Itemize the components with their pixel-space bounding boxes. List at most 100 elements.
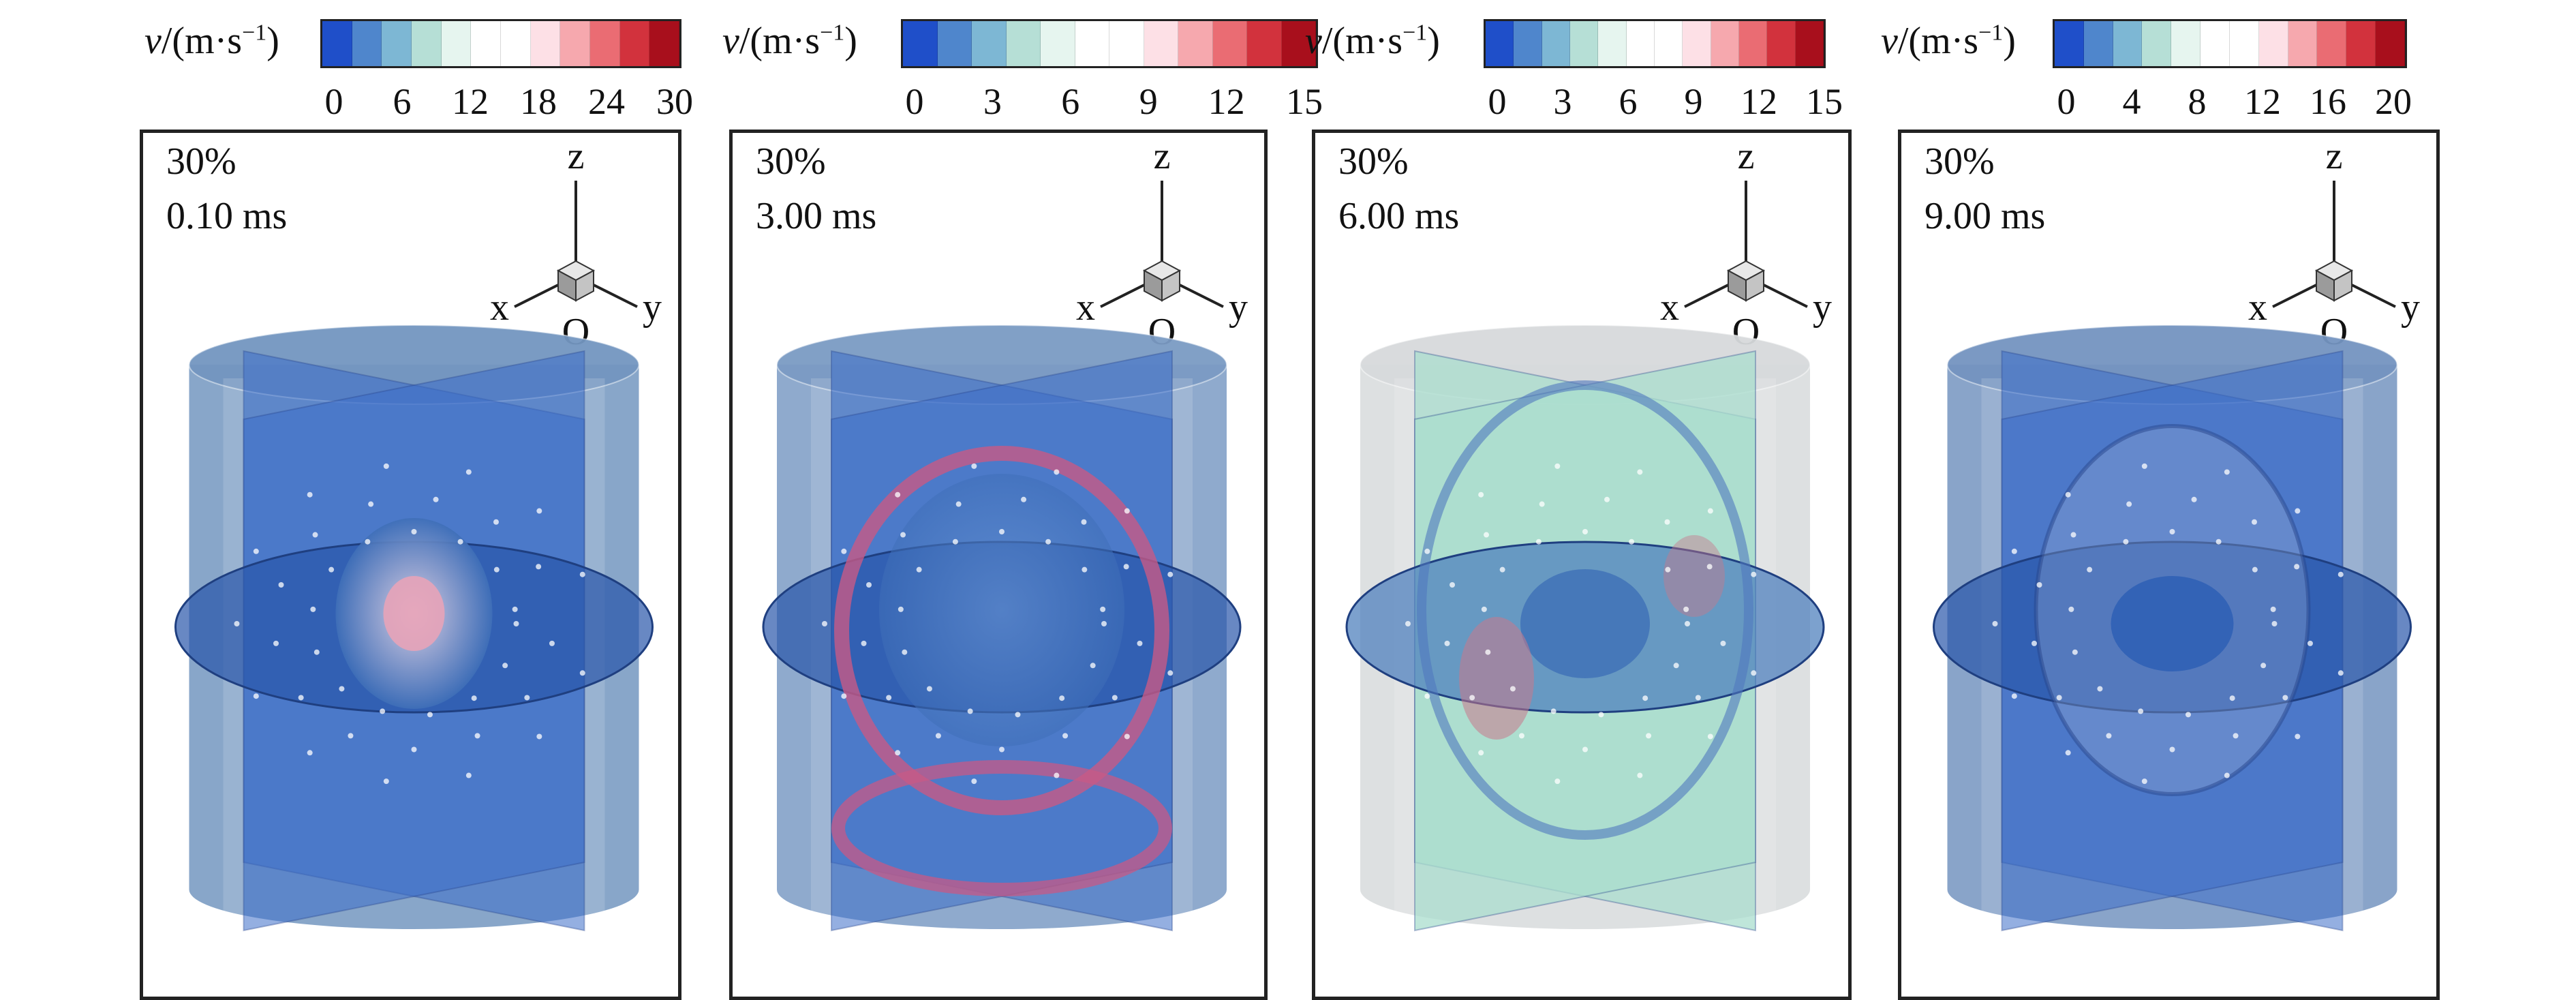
velocity-vector bbox=[1082, 566, 1088, 573]
velocity-vector bbox=[2126, 501, 2132, 507]
velocity-vector bbox=[310, 606, 316, 612]
velocity-vector bbox=[307, 491, 313, 498]
colorbar-segment bbox=[1109, 21, 1144, 66]
velocity-vector bbox=[861, 640, 867, 646]
velocity-vector bbox=[2011, 693, 2017, 699]
velocity-vector bbox=[926, 686, 932, 692]
colorbar-tick-label: 12 bbox=[452, 81, 489, 122]
velocity-hotspot bbox=[1663, 535, 1725, 617]
colorbar-segment bbox=[1738, 21, 1768, 66]
velocity-hotspot bbox=[1459, 617, 1534, 740]
colorbar-segment bbox=[1041, 21, 1075, 66]
velocity-vector bbox=[1424, 548, 1430, 554]
colorbar bbox=[901, 19, 1318, 68]
velocity-vector bbox=[2337, 571, 2344, 577]
velocity-vector bbox=[1554, 463, 1561, 469]
velocity-vector bbox=[2056, 695, 2062, 701]
colorbar bbox=[2053, 19, 2407, 68]
colorbar-segment bbox=[619, 21, 650, 66]
colorbar-segment bbox=[560, 21, 591, 66]
velocity-vector bbox=[1629, 539, 1635, 545]
velocity-vector bbox=[2215, 539, 2222, 545]
velocity-vector bbox=[866, 581, 872, 588]
y-axis-line bbox=[1175, 282, 1224, 308]
colorbar-segment bbox=[322, 21, 352, 66]
velocity-vector bbox=[1054, 469, 1060, 475]
velocity-vector bbox=[465, 469, 472, 475]
velocity-vector bbox=[1665, 566, 1671, 573]
colorbar-tick-label: 24 bbox=[588, 81, 625, 122]
velocity-vector bbox=[1550, 708, 1557, 714]
colorbar-segment bbox=[590, 21, 620, 66]
cylinder-scene: zx yO bbox=[1345, 135, 1832, 932]
y-axis-label: y bbox=[1229, 286, 1248, 329]
colorbar-segment bbox=[2346, 21, 2376, 66]
velocity-vector bbox=[2065, 750, 2071, 756]
colorbar-segment bbox=[1795, 21, 1824, 66]
velocity-vector bbox=[1673, 663, 1679, 669]
colorbar-segment bbox=[2055, 21, 2084, 66]
velocity-vector bbox=[579, 670, 585, 676]
y-axis-line bbox=[2347, 282, 2396, 308]
colorbar-segment bbox=[2083, 21, 2113, 66]
velocity-vector bbox=[1720, 640, 1726, 646]
velocity-vector bbox=[1123, 564, 1129, 570]
colorbar-tick-label: 3 bbox=[1553, 81, 1572, 122]
velocity-vector bbox=[273, 640, 279, 646]
y-axis-label: y bbox=[2401, 286, 2420, 329]
colorbar-tick-label: 0 bbox=[905, 81, 924, 122]
velocity-vector bbox=[312, 532, 318, 538]
velocity-vector bbox=[2251, 519, 2257, 525]
velocity-vector bbox=[1499, 566, 1505, 573]
velocity-vector bbox=[1405, 621, 1411, 626]
velocity-vector bbox=[1992, 621, 1998, 626]
velocity-vector bbox=[2224, 772, 2230, 778]
velocity-vector bbox=[2141, 463, 2147, 469]
colorbar-tick-label: 12 bbox=[1741, 81, 1777, 122]
velocity-vector bbox=[365, 539, 371, 545]
velocity-vector bbox=[1045, 539, 1052, 545]
velocity-vector bbox=[886, 695, 892, 701]
cylinder-scene: zx yO bbox=[762, 135, 1248, 932]
velocity-vector bbox=[474, 733, 480, 739]
velocity-vector bbox=[2138, 708, 2144, 714]
velocity-vector bbox=[536, 564, 542, 570]
velocity-vector bbox=[536, 733, 542, 740]
origin-cube-right bbox=[1161, 269, 1180, 302]
colorbar-segment bbox=[501, 21, 531, 66]
velocity-vector bbox=[2294, 564, 2300, 570]
velocity-vector bbox=[493, 566, 500, 573]
colorbar-segment bbox=[1654, 21, 1683, 66]
colorbar-ticks: 0 4 8 12 16 20 bbox=[2057, 80, 2412, 128]
velocity-vector bbox=[1509, 686, 1516, 692]
colorbar bbox=[1484, 19, 1826, 68]
colorbar-tick-label: 0 bbox=[2057, 81, 2076, 122]
colorbar-segment bbox=[1212, 21, 1247, 66]
velocity-vector bbox=[2097, 686, 2103, 692]
velocity-vector bbox=[1646, 733, 1652, 739]
y-axis-label: y bbox=[1813, 286, 1832, 329]
colorbar-label: v/(m·s−1) bbox=[722, 20, 857, 62]
velocity-ring bbox=[834, 446, 1169, 815]
colorbar-tick-label: 4 bbox=[2122, 81, 2141, 122]
colorbar-tick-label: 6 bbox=[393, 81, 412, 122]
velocity-vector bbox=[2270, 606, 2276, 612]
x-axis-label: x bbox=[2248, 286, 2267, 329]
velocity-vector bbox=[1444, 640, 1450, 646]
colorbar-segment bbox=[1683, 21, 1711, 66]
velocity-vector bbox=[2337, 670, 2344, 676]
velocity-vector bbox=[2282, 695, 2288, 701]
colorbar-segment bbox=[1075, 21, 1109, 66]
velocity-vector bbox=[2123, 539, 2129, 545]
velocity-vector bbox=[1604, 496, 1610, 502]
colorbar-segment bbox=[2142, 21, 2172, 66]
time-label: 6.00 ms bbox=[1338, 195, 1460, 237]
x-axis-label: x bbox=[1660, 286, 1679, 329]
velocity-vector bbox=[999, 529, 1005, 534]
fill-ratio-label: 30% bbox=[1338, 140, 1409, 183]
velocity-vector bbox=[1101, 621, 1107, 626]
